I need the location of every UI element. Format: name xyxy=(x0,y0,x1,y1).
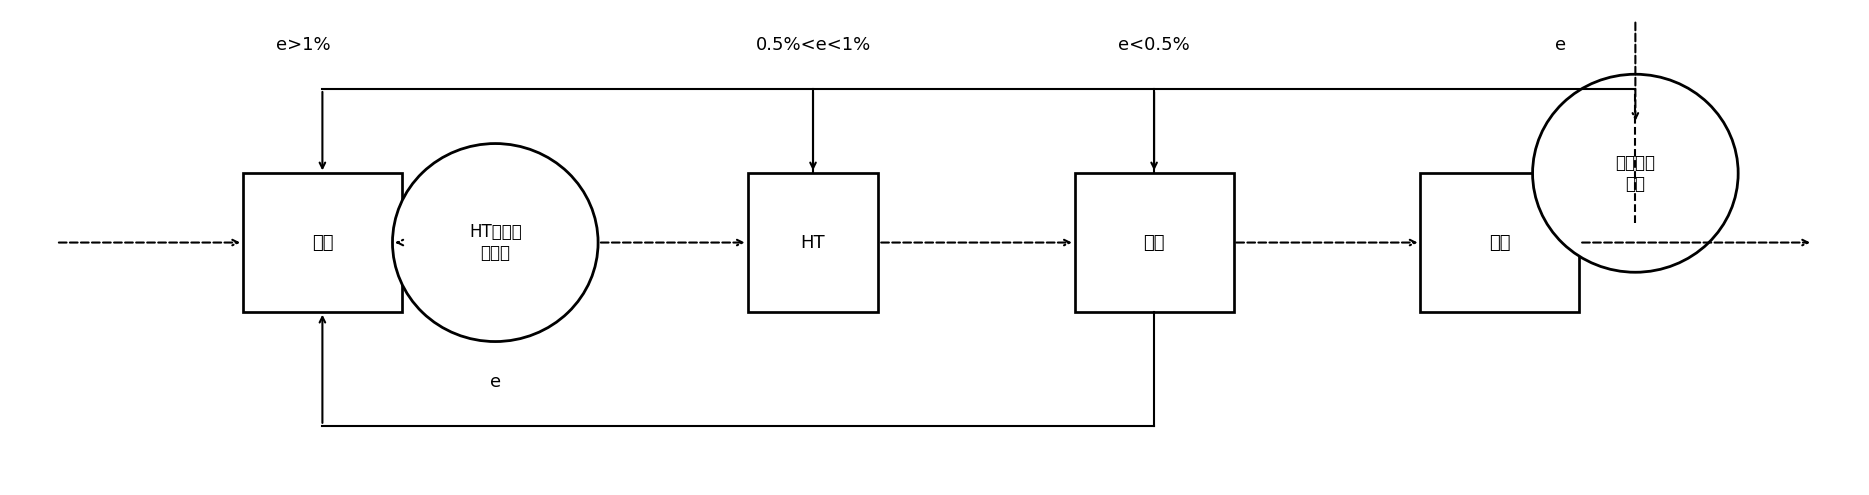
Ellipse shape xyxy=(1533,74,1738,272)
Text: e>1%: e>1% xyxy=(277,37,331,54)
Text: 换兜: 换兜 xyxy=(1490,234,1510,251)
Text: HT: HT xyxy=(800,234,826,251)
Text: 梗丝水分
检测: 梗丝水分 检测 xyxy=(1615,154,1656,193)
Text: e: e xyxy=(490,373,501,391)
FancyBboxPatch shape xyxy=(1420,173,1579,312)
Text: 松散: 松散 xyxy=(312,234,333,251)
Text: e: e xyxy=(1555,37,1566,54)
FancyBboxPatch shape xyxy=(1075,173,1234,312)
Ellipse shape xyxy=(392,144,598,342)
Text: HT入口水
分检测: HT入口水 分检测 xyxy=(469,223,521,262)
Text: 0.5%<e<1%: 0.5%<e<1% xyxy=(755,37,871,54)
Text: e<0.5%: e<0.5% xyxy=(1118,37,1191,54)
FancyBboxPatch shape xyxy=(748,173,878,312)
FancyBboxPatch shape xyxy=(243,173,402,312)
Text: 烘丝: 烘丝 xyxy=(1144,234,1164,251)
